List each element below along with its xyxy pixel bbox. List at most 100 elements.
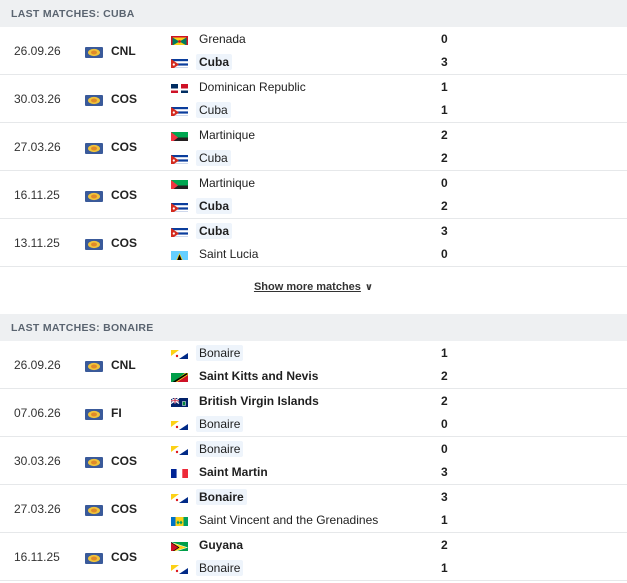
home-team-name[interactable]: Guyana — [199, 538, 244, 552]
match-row[interactable]: 13.11.25 COS Cuba Saint Lucia 3 0 — [0, 219, 627, 267]
bonaire-flag-icon — [171, 419, 188, 430]
away-score: 2 — [441, 151, 448, 165]
match-row[interactable]: 26.09.26 CNL Bonaire Saint Kitts and Nevis 1… — [0, 341, 627, 389]
competition-code: CNL — [111, 43, 136, 58]
away-team-name[interactable]: Saint Kitts and Nevis — [199, 369, 319, 383]
home-team: Martinique — [171, 126, 441, 144]
dominican-flag-icon — [171, 82, 188, 93]
home-team-name[interactable]: Martinique — [199, 128, 256, 142]
match-teams: Grenada Cuba — [171, 30, 441, 71]
match-date: 16.11.25 — [14, 549, 60, 564]
away-team-name[interactable]: Saint Lucia — [199, 247, 259, 261]
away-team-name[interactable]: Cuba — [196, 150, 231, 166]
away-team-name[interactable]: Saint Vincent and the Grenadines — [199, 513, 379, 527]
away-team-name[interactable]: Bonaire — [196, 560, 244, 576]
home-team-name[interactable]: Martinique — [199, 176, 256, 190]
competition-code: COS — [111, 235, 138, 250]
away-score: 0 — [441, 417, 448, 431]
home-team: Martinique — [171, 174, 441, 192]
show-more-matches-button[interactable]: Show more matches ∨ — [0, 267, 627, 307]
home-team: Bonaire — [171, 440, 441, 458]
home-team-name[interactable]: Dominican Republic — [199, 80, 306, 94]
match-teams: Martinique Cuba — [171, 126, 441, 167]
away-team-name[interactable]: Cuba — [196, 102, 231, 118]
match-teams: Cuba Saint Lucia — [171, 222, 441, 263]
cuba-flag-icon — [171, 201, 188, 212]
away-team: Bonaire — [171, 415, 441, 433]
home-score: 0 — [441, 176, 448, 190]
away-team-name[interactable]: Cuba — [196, 54, 232, 70]
home-score: 3 — [441, 490, 448, 504]
home-team-name[interactable]: Bonaire — [196, 441, 244, 457]
competition-code: COS — [111, 91, 138, 106]
match-row[interactable]: 27.03.26 COS Martinique Cuba 2 2 — [0, 123, 627, 171]
bonaire-flag-icon — [171, 563, 188, 574]
match-row[interactable]: 30.03.26 COS Dominican Republic Cuba 1 1 — [0, 75, 627, 123]
home-team: Guyana — [171, 536, 441, 554]
home-team-name[interactable]: Grenada — [199, 32, 246, 46]
bonaire-flag-icon — [171, 444, 188, 455]
bonaire-flag-icon — [171, 348, 188, 359]
home-team: British Virgin Islands — [171, 392, 441, 410]
match-date: 13.11.25 — [14, 235, 60, 250]
home-team-name[interactable]: Bonaire — [196, 489, 247, 505]
home-team-name[interactable]: Cuba — [196, 223, 232, 239]
cuba-flag-icon — [171, 226, 188, 237]
competition-code: COS — [111, 501, 138, 516]
away-team-name[interactable]: Bonaire — [196, 416, 244, 432]
away-score: 0 — [441, 247, 448, 261]
match-date: 26.09.26 — [14, 357, 61, 372]
away-team: Saint Martin — [171, 463, 441, 481]
competition-flag-icon — [85, 45, 103, 58]
stmartin-flag-icon — [171, 467, 188, 478]
competition-flag-icon — [85, 503, 103, 516]
home-score: 1 — [441, 346, 448, 360]
match-row[interactable]: 07.06.26 FI British Virgin Islands Bonaire 2… — [0, 389, 627, 437]
competition-code: COS — [111, 187, 138, 202]
competition-flag-icon — [85, 93, 103, 106]
home-score: 2 — [441, 394, 448, 408]
competition-code: COS — [111, 549, 138, 564]
match-date: 16.11.25 — [14, 187, 60, 202]
away-team-name[interactable]: Saint Martin — [199, 465, 268, 479]
show-more-label[interactable]: Show more matches — [253, 281, 361, 293]
competition-flag-icon — [85, 455, 103, 468]
stkitts-flag-icon — [171, 371, 188, 382]
match-row[interactable]: 16.11.25 COS Martinique Cuba 0 2 — [0, 171, 627, 219]
away-score: 1 — [441, 513, 448, 527]
away-team: Cuba — [171, 149, 441, 167]
martinique-flag-icon — [171, 130, 188, 141]
competition-code: COS — [111, 453, 138, 468]
match-date: 07.06.26 — [14, 405, 61, 420]
martinique-flag-icon — [171, 178, 188, 189]
away-team: Cuba — [171, 197, 441, 215]
grenada-flag-icon — [171, 34, 188, 45]
competition-code: COS — [111, 139, 138, 154]
match-date: 30.03.26 — [14, 453, 61, 468]
competition-flag-icon — [85, 141, 103, 154]
guyana-flag-icon — [171, 540, 188, 551]
match-teams: British Virgin Islands Bonaire — [171, 392, 441, 433]
section-spacer — [0, 307, 627, 314]
home-score: 2 — [441, 538, 448, 552]
stvincent-flag-icon — [171, 515, 188, 526]
cuba-flag-icon — [171, 105, 188, 116]
away-score: 2 — [441, 199, 448, 213]
home-team-name[interactable]: British Virgin Islands — [199, 394, 319, 408]
match-row[interactable]: 30.03.26 COS Bonaire Saint Martin 0 3 — [0, 437, 627, 485]
away-team-name[interactable]: Cuba — [196, 198, 232, 214]
home-team-name[interactable]: Bonaire — [196, 345, 244, 361]
match-row[interactable]: 26.09.26 CNL Grenada Cuba 0 3 — [0, 27, 627, 75]
match-row[interactable]: 16.11.25 COS Guyana Bonaire 2 1 — [0, 533, 627, 581]
match-row[interactable]: 27.03.26 COS Bonaire Saint Vincent and the … — [0, 485, 627, 533]
home-team: Bonaire — [171, 488, 441, 506]
match-date: 27.03.26 — [14, 501, 61, 516]
match-teams: Guyana Bonaire — [171, 536, 441, 577]
